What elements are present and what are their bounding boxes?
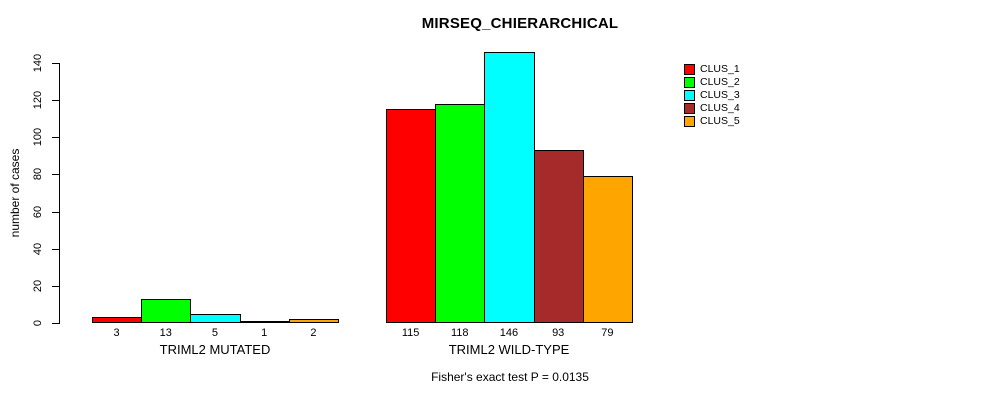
bar-value-label: 93 <box>552 327 565 339</box>
y-axis-tick <box>52 100 59 102</box>
legend-entry-clus_3: CLUS_3 <box>684 89 740 102</box>
category-label: TRIML2 MUTATED <box>159 342 271 357</box>
bar-value-label: 1 <box>261 327 268 339</box>
bar-clus_4 <box>533 150 584 323</box>
y-axis-tick-label: 80 <box>32 168 44 181</box>
bar-clus_1 <box>92 317 143 323</box>
y-axis-line <box>59 63 60 324</box>
y-axis-tick <box>52 137 59 139</box>
y-axis-tick-label: 100 <box>32 128 44 147</box>
legend-entry-clus_1: CLUS_1 <box>684 63 740 76</box>
y-axis-tick <box>52 211 59 213</box>
chart-title: MIRSEQ_CHIERARCHICAL <box>421 15 619 32</box>
legend-label: CLUS_3 <box>700 89 740 101</box>
bar-clus_2 <box>141 298 192 323</box>
legend-label: CLUS_1 <box>700 63 740 75</box>
legend-label: CLUS_5 <box>700 115 740 127</box>
legend-label: CLUS_2 <box>700 76 740 88</box>
y-axis-tick <box>52 323 59 324</box>
bar-value-label: 79 <box>601 327 614 339</box>
y-axis-tick-label: 0 <box>32 319 44 327</box>
y-axis-tick <box>52 174 59 176</box>
y-axis-tick-label: 40 <box>32 242 44 255</box>
bar-value-label: 5 <box>211 327 219 339</box>
y-axis-tick <box>52 248 59 250</box>
y-axis-tick-label: 140 <box>32 53 44 73</box>
y-axis-tick-label: 120 <box>32 90 44 110</box>
legend-label: CLUS_4 <box>700 102 740 114</box>
legend-entry-clus_5: CLUS_5 <box>684 115 740 128</box>
y-axis-tick-label: 20 <box>32 279 44 292</box>
legend-entry-clus_4: CLUS_4 <box>684 102 740 115</box>
legend-swatch-icon <box>684 103 695 114</box>
bar-value-label: 2 <box>310 327 317 339</box>
bar-value-label: 115 <box>401 327 420 339</box>
y-axis-tick-label: 60 <box>32 205 44 218</box>
bar-clus_3 <box>190 313 241 323</box>
bar-clus_5 <box>582 176 633 323</box>
y-axis-tick <box>52 63 59 64</box>
y-axis-tick <box>52 285 59 287</box>
bar-clus_4 <box>239 321 290 323</box>
bar-clus_2 <box>435 103 486 323</box>
bar-clus_5 <box>288 319 339 323</box>
bar-value-label: 3 <box>113 327 120 339</box>
legend-swatch-icon <box>684 90 695 101</box>
legend-swatch-icon <box>684 64 695 75</box>
annotation-fisher-test: Fisher's exact test P = 0.0135 <box>431 370 589 384</box>
bar-value-label: 146 <box>499 327 519 339</box>
category-label: TRIML2 WILD-TYPE <box>448 342 570 357</box>
bar-clus_3 <box>484 51 535 323</box>
legend-entry-clus_2: CLUS_2 <box>684 76 740 89</box>
legend-swatch-icon <box>684 116 695 127</box>
legend-swatch-icon <box>684 77 695 88</box>
bar-value-label: 118 <box>451 327 469 339</box>
y-axis-label: number of cases <box>8 148 22 238</box>
legend: CLUS_1 CLUS_2 CLUS_3 CLUS_4 CLUS_5 <box>684 63 740 128</box>
bar-value-label: 13 <box>159 327 172 339</box>
bar-clus_1 <box>386 109 437 323</box>
